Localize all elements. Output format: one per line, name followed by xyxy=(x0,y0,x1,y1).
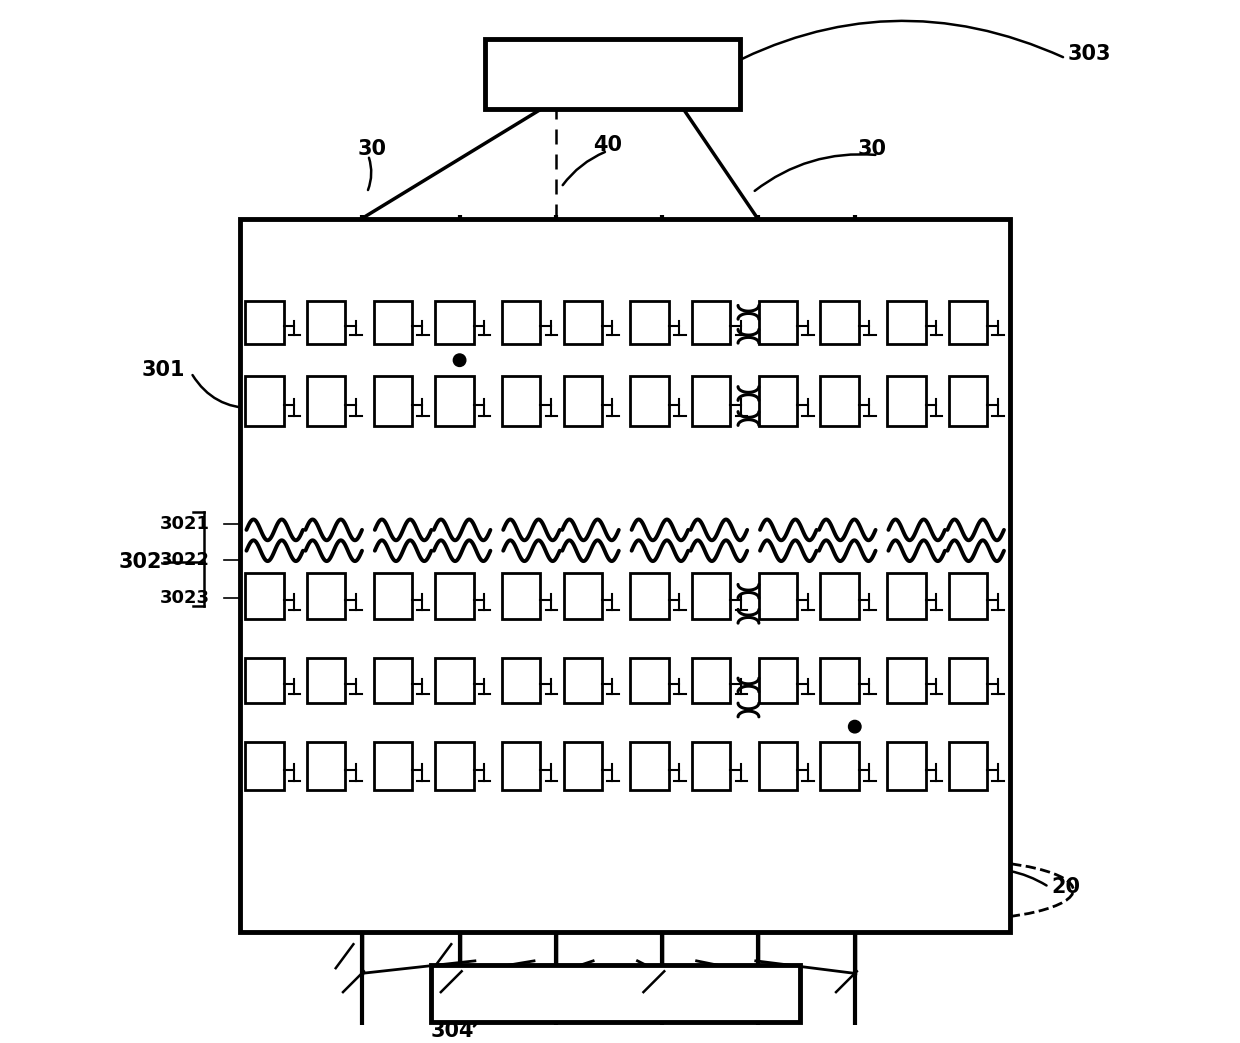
Bar xyxy=(246,301,284,344)
Bar xyxy=(759,377,797,426)
Bar xyxy=(502,743,541,791)
Bar xyxy=(241,219,1011,931)
Bar xyxy=(759,743,797,791)
Bar xyxy=(435,743,474,791)
Bar xyxy=(502,573,541,618)
Bar xyxy=(949,658,987,703)
Bar xyxy=(692,301,730,344)
Bar xyxy=(502,377,541,426)
Circle shape xyxy=(454,354,466,366)
Bar xyxy=(692,658,730,703)
Text: 301: 301 xyxy=(141,360,185,380)
Text: 303: 303 xyxy=(1068,44,1111,64)
Text: 304: 304 xyxy=(430,1021,474,1041)
Bar xyxy=(306,573,345,618)
Bar xyxy=(306,658,345,703)
Bar xyxy=(563,743,603,791)
Bar xyxy=(692,377,730,426)
Text: 40: 40 xyxy=(593,135,622,154)
Bar xyxy=(502,301,541,344)
Bar xyxy=(373,658,412,703)
Bar xyxy=(949,573,987,618)
Bar xyxy=(759,301,797,344)
Bar xyxy=(692,573,730,618)
Text: 3021: 3021 xyxy=(160,514,210,533)
Bar xyxy=(435,573,474,618)
Bar xyxy=(246,377,284,426)
Bar xyxy=(692,743,730,791)
Text: 20: 20 xyxy=(1052,877,1080,897)
Bar xyxy=(435,658,474,703)
Bar xyxy=(887,573,925,618)
Bar xyxy=(373,573,412,618)
Bar xyxy=(630,377,668,426)
Bar xyxy=(246,743,284,791)
Text: 302: 302 xyxy=(118,552,161,573)
Bar xyxy=(821,658,859,703)
Bar xyxy=(630,743,668,791)
Bar xyxy=(887,301,925,344)
Text: 3023: 3023 xyxy=(160,588,210,607)
Bar xyxy=(373,743,412,791)
Bar xyxy=(430,965,800,1022)
Bar xyxy=(306,377,345,426)
Bar xyxy=(306,743,345,791)
Bar xyxy=(563,377,603,426)
Bar xyxy=(821,377,859,426)
Bar xyxy=(759,658,797,703)
Bar xyxy=(949,377,987,426)
Bar xyxy=(630,573,668,618)
Bar xyxy=(246,658,284,703)
Bar xyxy=(821,573,859,618)
Bar xyxy=(630,301,668,344)
Bar xyxy=(373,377,412,426)
Bar xyxy=(630,658,668,703)
Bar xyxy=(485,39,740,110)
Bar xyxy=(887,377,925,426)
Bar xyxy=(246,573,284,618)
Bar xyxy=(563,573,603,618)
Text: 3022: 3022 xyxy=(160,551,210,569)
Bar xyxy=(887,743,925,791)
Bar xyxy=(502,658,541,703)
Bar xyxy=(435,377,474,426)
Bar xyxy=(435,301,474,344)
Bar xyxy=(949,301,987,344)
Bar xyxy=(306,301,345,344)
Circle shape xyxy=(848,721,861,733)
Bar xyxy=(821,743,859,791)
Bar xyxy=(759,573,797,618)
Text: 30: 30 xyxy=(857,139,887,159)
Bar xyxy=(821,301,859,344)
Bar xyxy=(563,658,603,703)
Bar xyxy=(373,301,412,344)
Bar xyxy=(949,743,987,791)
Bar xyxy=(887,658,925,703)
Text: 10: 10 xyxy=(795,282,823,301)
Bar xyxy=(563,301,603,344)
Text: 30: 30 xyxy=(357,139,387,159)
